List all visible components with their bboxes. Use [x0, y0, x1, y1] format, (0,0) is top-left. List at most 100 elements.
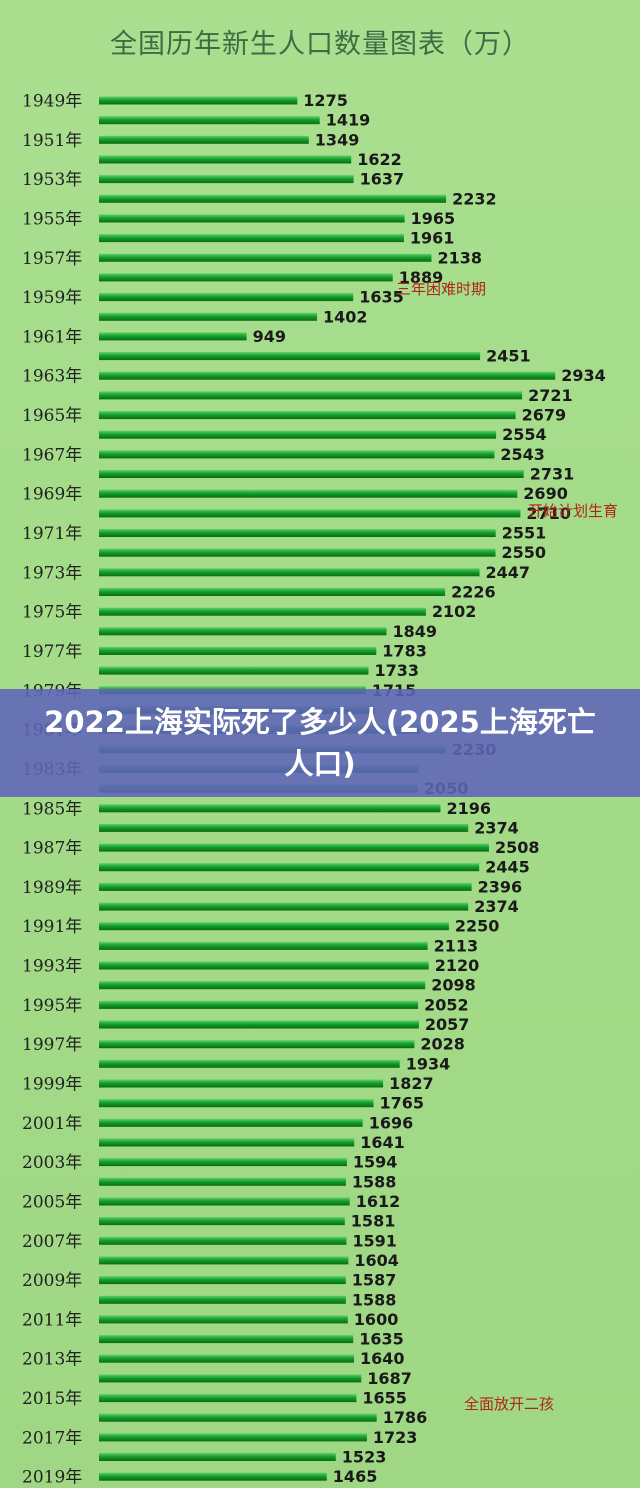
year-tick-2011: 2011年 — [22, 1310, 82, 1330]
year-tick-2001: 2001年 — [22, 1114, 82, 1134]
value-label-1963: 2934 — [561, 366, 606, 385]
value-label-1978: 1733 — [375, 661, 420, 680]
bar-1963 — [99, 371, 556, 380]
annotation-two-child: 全面放开二孩 — [464, 1395, 555, 1413]
year-tick-2009: 2009年 — [22, 1271, 82, 1291]
year-tick-2015: 2015年 — [22, 1389, 82, 1409]
value-label-1987: 2508 — [495, 838, 540, 857]
bar-1968 — [99, 470, 524, 478]
bar-1972 — [99, 548, 496, 557]
bar-1992 — [99, 941, 428, 950]
value-label-1974: 2226 — [451, 583, 496, 602]
bar-2015 — [99, 1394, 357, 1403]
bar-1971 — [99, 529, 496, 537]
year-tick-1971: 1971年 — [22, 524, 82, 544]
bar-2003 — [99, 1158, 347, 1167]
value-label-1995: 2052 — [424, 995, 469, 1014]
year-tick-1995: 1995年 — [22, 996, 82, 1016]
bar-1987 — [99, 843, 489, 852]
year-tick-1975: 1975年 — [22, 603, 82, 623]
bar-1975 — [99, 607, 426, 616]
year-tick-2013: 2013年 — [22, 1350, 82, 1370]
value-label-2017: 1723 — [373, 1428, 418, 1447]
value-label-1966: 2554 — [502, 425, 547, 444]
value-label-1952: 1622 — [357, 150, 402, 169]
bar-1967 — [99, 450, 495, 459]
bar-1977 — [99, 647, 377, 655]
value-label-1990: 2374 — [474, 897, 519, 916]
value-label-2002: 1641 — [360, 1133, 405, 1152]
bar-1969 — [99, 489, 518, 498]
value-label-1988: 2445 — [485, 858, 530, 877]
bar-1976 — [99, 627, 387, 636]
value-label-1949: 1275 — [303, 91, 348, 110]
value-label-1954: 2232 — [452, 189, 497, 208]
bar-2014 — [99, 1374, 362, 1383]
value-label-1976: 1849 — [393, 622, 438, 641]
bar-2016 — [99, 1413, 377, 1422]
year-tick-1953: 1953年 — [22, 170, 82, 190]
bar-2012 — [99, 1335, 354, 1344]
value-label-1959: 1635 — [359, 288, 404, 307]
value-label-1956: 1961 — [410, 229, 455, 248]
value-label-1961: 949 — [253, 327, 286, 346]
year-tick-1957: 1957年 — [22, 249, 82, 269]
bar-1999 — [99, 1079, 384, 1088]
year-tick-2017: 2017年 — [22, 1428, 82, 1448]
bar-1985 — [99, 804, 441, 813]
value-label-1989: 2396 — [478, 877, 523, 896]
year-tick-1949: 1949年 — [22, 92, 82, 112]
title-banner: 2022上海实际死了多少人(2025上海死亡人口) — [0, 689, 640, 797]
value-label-1964: 2721 — [528, 386, 573, 405]
year-tick-1951: 1951年 — [22, 131, 82, 151]
bar-2006 — [99, 1217, 345, 1226]
year-tick-1963: 1963年 — [22, 367, 82, 387]
value-label-2000: 1765 — [380, 1094, 425, 1113]
bar-1995 — [99, 1000, 419, 1009]
value-label-1958: 1889 — [399, 268, 444, 287]
bar-2011 — [99, 1315, 348, 1324]
bar-1993 — [99, 961, 429, 970]
bar-1997 — [99, 1040, 415, 1049]
value-label-1960: 1402 — [323, 307, 368, 326]
value-label-1950: 1419 — [326, 111, 371, 130]
value-label-1970: 2710 — [526, 504, 571, 523]
bar-1955 — [99, 214, 405, 223]
bar-2018 — [99, 1453, 336, 1461]
bar-2004 — [99, 1177, 346, 1186]
bar-1998 — [99, 1059, 400, 1068]
bar-1962 — [99, 352, 481, 361]
value-label-1957: 2138 — [438, 248, 483, 267]
value-label-1997: 2028 — [420, 1035, 465, 1054]
year-tick-1959: 1959年 — [22, 288, 82, 308]
value-label-2008: 1604 — [354, 1251, 399, 1270]
bar-1986 — [99, 823, 469, 832]
bar-1951 — [99, 135, 309, 144]
bar-1950 — [99, 116, 320, 125]
bar-2007 — [99, 1236, 347, 1245]
value-label-1996: 2057 — [425, 1015, 470, 1034]
value-label-1951: 1349 — [315, 130, 360, 149]
value-label-1994: 2098 — [431, 976, 476, 995]
bar-2008 — [99, 1256, 349, 1265]
value-label-1965: 2679 — [522, 406, 567, 425]
value-label-1969: 2690 — [523, 484, 568, 503]
year-tick-1977: 1977年 — [22, 642, 82, 662]
value-label-2011: 1600 — [354, 1310, 399, 1329]
bar-1973 — [99, 568, 480, 577]
year-tick-2019: 2019年 — [22, 1468, 82, 1488]
value-label-2018: 1523 — [342, 1448, 387, 1467]
value-label-1991: 2250 — [455, 917, 500, 936]
bar-1956 — [99, 234, 404, 243]
bar-2009 — [99, 1276, 346, 1285]
bar-1988 — [99, 863, 480, 872]
bar-1952 — [99, 155, 352, 164]
bar-2000 — [99, 1099, 374, 1108]
value-label-1985: 2196 — [447, 799, 492, 818]
value-label-1971: 2551 — [502, 524, 547, 543]
bar-2002 — [99, 1138, 355, 1147]
bar-1958 — [99, 273, 393, 282]
value-label-1993: 2120 — [435, 956, 480, 975]
